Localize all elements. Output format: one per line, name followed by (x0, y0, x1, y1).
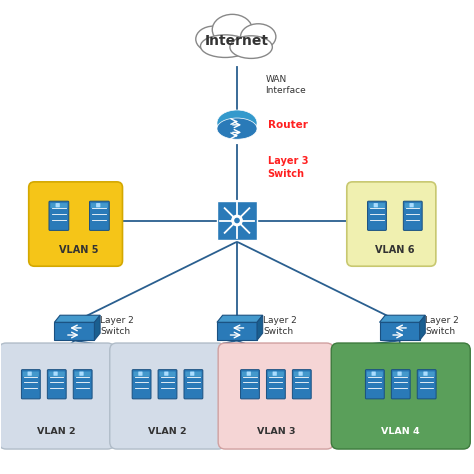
Text: Layer 2
Switch: Layer 2 Switch (100, 316, 134, 336)
FancyBboxPatch shape (240, 370, 259, 399)
FancyBboxPatch shape (158, 370, 177, 399)
FancyBboxPatch shape (75, 372, 91, 377)
Polygon shape (94, 315, 100, 340)
Text: VLAN 6: VLAN 6 (375, 245, 415, 255)
Text: Router: Router (268, 120, 308, 130)
FancyBboxPatch shape (294, 372, 310, 377)
Text: VLAN 4: VLAN 4 (382, 427, 420, 436)
FancyBboxPatch shape (49, 372, 65, 377)
Ellipse shape (185, 18, 289, 65)
FancyBboxPatch shape (79, 372, 83, 376)
FancyBboxPatch shape (266, 370, 285, 399)
FancyBboxPatch shape (138, 372, 143, 376)
FancyBboxPatch shape (132, 370, 151, 399)
FancyBboxPatch shape (190, 372, 194, 376)
FancyBboxPatch shape (91, 203, 108, 208)
Ellipse shape (230, 36, 273, 58)
FancyBboxPatch shape (419, 372, 435, 377)
FancyBboxPatch shape (217, 201, 257, 240)
FancyBboxPatch shape (27, 372, 32, 376)
Ellipse shape (201, 35, 250, 57)
Text: Layer 2
Switch: Layer 2 Switch (426, 316, 459, 336)
Circle shape (234, 218, 240, 223)
FancyBboxPatch shape (347, 182, 436, 266)
FancyBboxPatch shape (159, 372, 175, 377)
Text: Layer 2
Switch: Layer 2 Switch (263, 316, 297, 336)
FancyBboxPatch shape (292, 370, 311, 399)
FancyBboxPatch shape (372, 372, 376, 376)
FancyBboxPatch shape (423, 372, 428, 376)
FancyBboxPatch shape (110, 343, 225, 449)
FancyBboxPatch shape (55, 203, 60, 207)
Ellipse shape (217, 118, 257, 139)
Ellipse shape (212, 14, 252, 45)
FancyBboxPatch shape (392, 370, 410, 399)
FancyBboxPatch shape (73, 370, 92, 399)
Polygon shape (217, 315, 263, 322)
Polygon shape (380, 315, 425, 322)
FancyBboxPatch shape (50, 203, 67, 208)
FancyBboxPatch shape (242, 372, 258, 377)
Polygon shape (257, 315, 263, 340)
FancyBboxPatch shape (410, 203, 414, 207)
FancyBboxPatch shape (403, 201, 422, 230)
FancyBboxPatch shape (417, 370, 436, 399)
FancyBboxPatch shape (218, 343, 334, 449)
FancyBboxPatch shape (367, 201, 386, 230)
Ellipse shape (196, 26, 231, 52)
FancyBboxPatch shape (398, 372, 401, 376)
Polygon shape (419, 315, 425, 340)
FancyBboxPatch shape (268, 372, 284, 377)
FancyBboxPatch shape (90, 201, 109, 230)
Text: VLAN 2: VLAN 2 (148, 427, 187, 436)
Text: Layer 3
Switch: Layer 3 Switch (268, 156, 308, 179)
FancyBboxPatch shape (331, 343, 470, 449)
FancyBboxPatch shape (29, 182, 122, 266)
FancyBboxPatch shape (217, 322, 257, 340)
Polygon shape (55, 315, 100, 322)
Text: WAN
Interface: WAN Interface (265, 75, 306, 95)
FancyBboxPatch shape (0, 343, 115, 449)
Ellipse shape (217, 110, 257, 136)
Text: VLAN 3: VLAN 3 (256, 427, 295, 436)
FancyBboxPatch shape (49, 201, 69, 230)
Circle shape (232, 215, 242, 226)
FancyBboxPatch shape (367, 372, 383, 377)
FancyBboxPatch shape (405, 203, 421, 208)
Text: Internet: Internet (205, 34, 269, 47)
FancyBboxPatch shape (21, 370, 40, 399)
FancyBboxPatch shape (184, 370, 203, 399)
FancyBboxPatch shape (273, 372, 277, 376)
FancyBboxPatch shape (380, 322, 419, 340)
FancyBboxPatch shape (23, 372, 39, 377)
FancyBboxPatch shape (369, 203, 385, 208)
FancyBboxPatch shape (134, 372, 150, 377)
Text: VLAN 5: VLAN 5 (59, 245, 99, 255)
FancyBboxPatch shape (164, 372, 168, 376)
FancyBboxPatch shape (185, 372, 201, 377)
Ellipse shape (240, 24, 276, 50)
FancyBboxPatch shape (246, 372, 251, 376)
FancyBboxPatch shape (54, 372, 58, 376)
FancyBboxPatch shape (299, 372, 303, 376)
FancyBboxPatch shape (365, 370, 384, 399)
FancyBboxPatch shape (96, 203, 100, 207)
FancyBboxPatch shape (55, 322, 94, 340)
Text: VLAN 2: VLAN 2 (37, 427, 76, 436)
FancyBboxPatch shape (374, 203, 378, 207)
FancyBboxPatch shape (47, 370, 66, 399)
FancyBboxPatch shape (393, 372, 409, 377)
